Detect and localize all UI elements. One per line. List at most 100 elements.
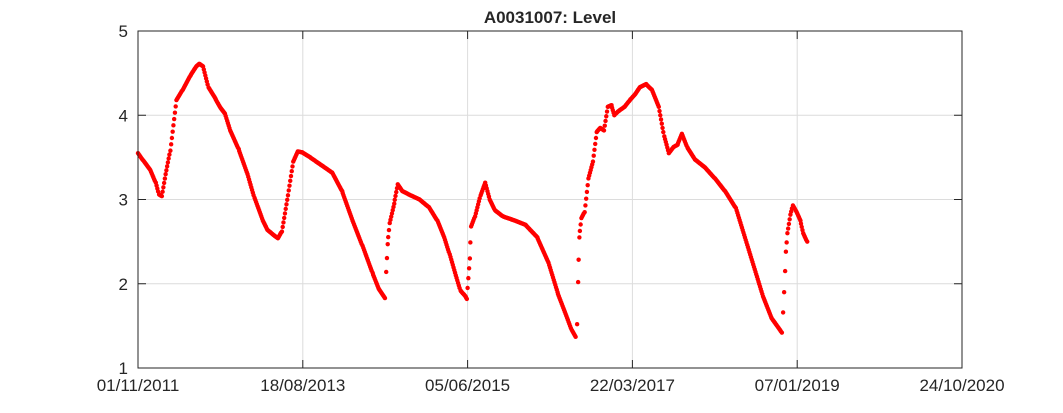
y-tick-label: 2	[119, 275, 128, 294]
x-tick-label: 24/10/2020	[919, 376, 1004, 395]
grid-lines	[138, 31, 962, 368]
data-point	[384, 269, 389, 275]
y-tick-label: 3	[119, 191, 128, 210]
data-point	[601, 128, 607, 133]
data-point	[173, 104, 178, 109]
data-point	[779, 330, 785, 335]
data-point	[282, 211, 288, 216]
data-point	[464, 296, 470, 302]
data-point	[285, 197, 290, 203]
data-point	[782, 268, 788, 274]
data-point	[282, 215, 287, 221]
data-point	[386, 227, 392, 233]
data-point	[661, 129, 666, 135]
data-point	[166, 156, 171, 161]
data-point	[385, 241, 390, 247]
data-point	[289, 169, 294, 174]
data-point	[602, 123, 607, 128]
data-point	[168, 142, 174, 147]
data-point	[162, 176, 168, 181]
data-point	[164, 164, 170, 169]
data-points	[135, 61, 810, 340]
data-point	[577, 235, 582, 240]
data-point	[578, 222, 583, 227]
data-point	[169, 135, 175, 141]
data-point	[780, 310, 786, 315]
data-point	[465, 285, 470, 291]
data-point	[590, 159, 596, 164]
data-point	[583, 203, 588, 208]
y-tick-labels: 1 2 3 4 5	[119, 22, 128, 378]
y-tick-label: 1	[119, 359, 128, 378]
data-point	[283, 206, 288, 212]
data-point	[582, 209, 587, 215]
data-point	[172, 110, 178, 115]
data-point	[163, 172, 168, 177]
data-point	[656, 104, 661, 110]
data-point	[164, 168, 169, 173]
chart-title: A0031007: Level	[484, 8, 616, 27]
data-point	[805, 239, 810, 244]
x-tick-labels: 01/11/2011 18/08/2013 05/06/2015 22/03/2017…	[97, 376, 1005, 395]
x-tick-label: 18/08/2013	[260, 376, 345, 395]
x-tick-label: 22/03/2017	[590, 376, 675, 395]
data-point	[659, 121, 664, 126]
data-point	[583, 196, 589, 201]
data-point	[783, 249, 789, 254]
data-point	[784, 240, 789, 245]
x-tick-label: 01/11/2011	[97, 376, 180, 395]
data-point	[165, 160, 171, 165]
data-point	[584, 189, 590, 195]
data-point	[591, 153, 596, 158]
x-tick-label: 07/01/2019	[755, 376, 840, 395]
data-point	[781, 289, 787, 295]
data-point	[160, 189, 165, 194]
data-point	[280, 224, 285, 230]
data-point	[573, 334, 578, 340]
data-point	[392, 197, 397, 203]
data-point	[288, 173, 294, 179]
data-point	[167, 152, 172, 157]
data-point	[604, 109, 610, 114]
data-point	[660, 125, 665, 131]
data-point	[394, 189, 399, 195]
data-point	[393, 193, 398, 199]
data-point	[171, 123, 176, 128]
data-point	[170, 129, 175, 134]
data-point	[168, 148, 173, 153]
data-point	[593, 135, 599, 141]
data-point	[285, 193, 291, 198]
data-point	[592, 147, 597, 152]
data-point	[382, 295, 388, 301]
data-point	[279, 229, 285, 234]
data-point	[575, 279, 581, 285]
data-point	[603, 118, 608, 124]
x-tick-label: 05/06/2015	[425, 376, 510, 395]
y-tick-label: 4	[119, 106, 128, 125]
data-point	[574, 321, 580, 327]
data-point	[159, 193, 165, 199]
data-point	[577, 228, 583, 234]
y-tick-label: 5	[119, 22, 128, 41]
data-point	[161, 185, 166, 190]
data-point	[290, 164, 295, 169]
data-point	[658, 117, 664, 122]
data-point	[386, 234, 391, 240]
data-point	[384, 255, 390, 261]
data-point	[286, 188, 291, 193]
data-point	[604, 114, 609, 119]
tick-marks	[137, 30, 963, 369]
data-point	[585, 182, 590, 188]
data-point	[467, 256, 473, 261]
data-point	[576, 257, 581, 262]
data-point	[785, 226, 791, 231]
data-point	[466, 266, 472, 271]
data-point	[392, 201, 397, 206]
data-point	[785, 231, 790, 236]
data-point	[284, 202, 289, 207]
data-point	[281, 220, 286, 225]
data-point	[171, 116, 177, 122]
data-point	[287, 183, 292, 188]
data-point	[787, 217, 792, 222]
